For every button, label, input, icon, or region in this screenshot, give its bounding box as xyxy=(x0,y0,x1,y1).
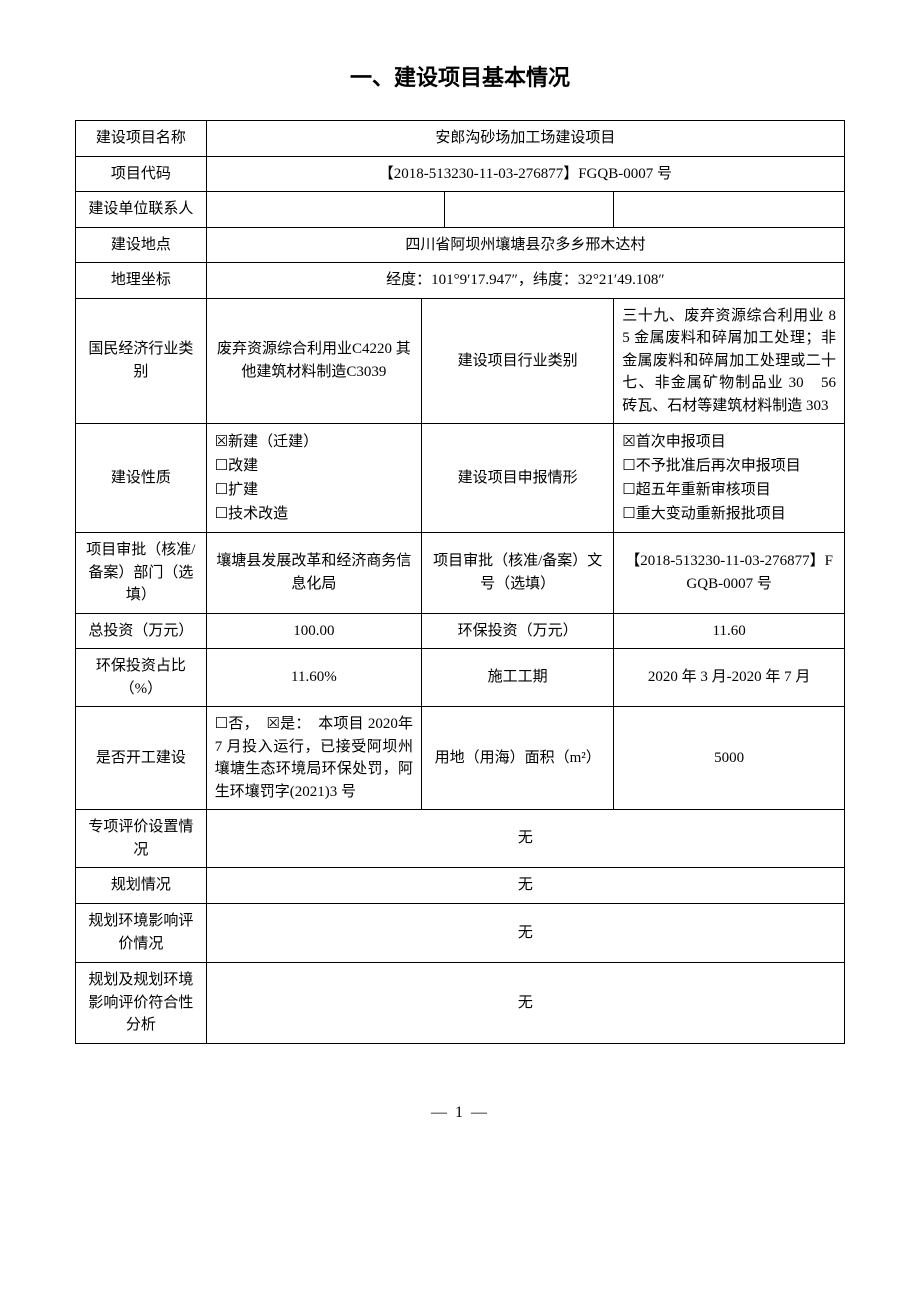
value-coordinates: 经度：101°9′17.947″，纬度：32°21′49.108″ xyxy=(206,263,844,299)
label-env-invest: 环保投资（万元） xyxy=(422,613,614,649)
label-nature: 建设性质 xyxy=(76,424,207,533)
value-project-code: 【2018-513230-11-03-276877】FGQB-0007 号 xyxy=(206,156,844,192)
label-plan-conformity: 规划及规划环境影响评价符合性分析 xyxy=(76,963,207,1044)
value-plan-conformity: 无 xyxy=(206,963,844,1044)
project-info-table: 建设项目名称 安郎沟砂场加工场建设项目 项目代码 【2018-513230-11… xyxy=(75,120,845,1044)
table-row: 规划环境影响评价情况 无 xyxy=(76,903,845,963)
value-declare-type: ☒首次申报项目 ☐不予批准后再次申报项目 ☐超五年重新审核项目 ☐重大变动重新报… xyxy=(614,424,845,533)
value-plan-env-eval: 无 xyxy=(206,903,844,963)
value-planning: 无 xyxy=(206,868,844,904)
label-started: 是否开工建设 xyxy=(76,707,207,810)
table-row: 规划情况 无 xyxy=(76,868,845,904)
label-econ-category: 国民经济行业类别 xyxy=(76,298,207,424)
label-approval-no: 项目审批（核准/备案）文号（选填） xyxy=(422,533,614,614)
label-approval-dept: 项目审批（核准/ 备案）部门（选填） xyxy=(76,533,207,614)
page-number: — 1 — xyxy=(75,1104,845,1122)
label-env-ratio: 环保投资占比（%） xyxy=(76,649,207,707)
table-row: 专项评价设置情况 无 xyxy=(76,810,845,868)
value-proj-category: 三十九、废弃资源综合利用业 85 金属废料和碎屑加工处理；非金属废料和碎屑加工处… xyxy=(614,298,845,424)
value-env-invest: 11.60 xyxy=(614,613,845,649)
table-row: 建设项目名称 安郎沟砂场加工场建设项目 xyxy=(76,121,845,157)
label-contact: 建设单位联系人 xyxy=(76,192,207,228)
label-total-invest: 总投资（万元） xyxy=(76,613,207,649)
label-special-eval: 专项评价设置情况 xyxy=(76,810,207,868)
value-nature: ☒新建（迁建） ☐改建 ☐扩建 ☐技术改造 xyxy=(206,424,421,533)
table-row: 建设地点 四川省阿坝州壤塘县尕多乡邢木达村 xyxy=(76,227,845,263)
value-special-eval: 无 xyxy=(206,810,844,868)
table-row: 环保投资占比（%） 11.60% 施工工期 2020 年 3 月-2020 年 … xyxy=(76,649,845,707)
table-row: 总投资（万元） 100.00 环保投资（万元） 11.60 xyxy=(76,613,845,649)
value-started: ☐否， ☒是： 本项目 2020年 7 月投入运行，已接受阿坝州壤塘生态环境局环… xyxy=(206,707,421,810)
table-row: 项目代码 【2018-513230-11-03-276877】FGQB-0007… xyxy=(76,156,845,192)
label-duration: 施工工期 xyxy=(422,649,614,707)
label-proj-category: 建设项目行业类别 xyxy=(422,298,614,424)
label-project-code: 项目代码 xyxy=(76,156,207,192)
label-coordinates: 地理坐标 xyxy=(76,263,207,299)
label-land-area: 用地（用海）面积（m²） xyxy=(422,707,614,810)
label-plan-env-eval: 规划环境影响评价情况 xyxy=(76,903,207,963)
value-env-ratio: 11.60% xyxy=(206,649,421,707)
label-planning: 规划情况 xyxy=(76,868,207,904)
value-land-area: 5000 xyxy=(614,707,845,810)
value-approval-no: 【2018-513230-11-03-276877】FGQB-0007 号 xyxy=(614,533,845,614)
value-project-name: 安郎沟砂场加工场建设项目 xyxy=(206,121,844,157)
label-declare-type: 建设项目申报情形 xyxy=(422,424,614,533)
label-location: 建设地点 xyxy=(76,227,207,263)
value-contact1 xyxy=(206,192,444,228)
table-row: 地理坐标 经度：101°9′17.947″，纬度：32°21′49.108″ xyxy=(76,263,845,299)
value-contact3 xyxy=(614,192,845,228)
value-approval-dept: 壤塘县发展改革和经济商务信息化局 xyxy=(206,533,421,614)
table-row: 国民经济行业类别 废弃资源综合利用业C4220 其他建筑材料制造C3039 建设… xyxy=(76,298,845,424)
label-project-name: 建设项目名称 xyxy=(76,121,207,157)
section-heading: 一、建设项目基本情况 xyxy=(75,60,845,92)
value-duration: 2020 年 3 月-2020 年 7 月 xyxy=(614,649,845,707)
value-location: 四川省阿坝州壤塘县尕多乡邢木达村 xyxy=(206,227,844,263)
table-row: 建设性质 ☒新建（迁建） ☐改建 ☐扩建 ☐技术改造 建设项目申报情形 ☒首次申… xyxy=(76,424,845,533)
table-row: 是否开工建设 ☐否， ☒是： 本项目 2020年 7 月投入运行，已接受阿坝州壤… xyxy=(76,707,845,810)
table-row: 建设单位联系人 xyxy=(76,192,845,228)
value-total-invest: 100.00 xyxy=(206,613,421,649)
value-contact2 xyxy=(445,192,614,228)
value-econ-category: 废弃资源综合利用业C4220 其他建筑材料制造C3039 xyxy=(206,298,421,424)
table-row: 项目审批（核准/ 备案）部门（选填） 壤塘县发展改革和经济商务信息化局 项目审批… xyxy=(76,533,845,614)
table-row: 规划及规划环境影响评价符合性分析 无 xyxy=(76,963,845,1044)
